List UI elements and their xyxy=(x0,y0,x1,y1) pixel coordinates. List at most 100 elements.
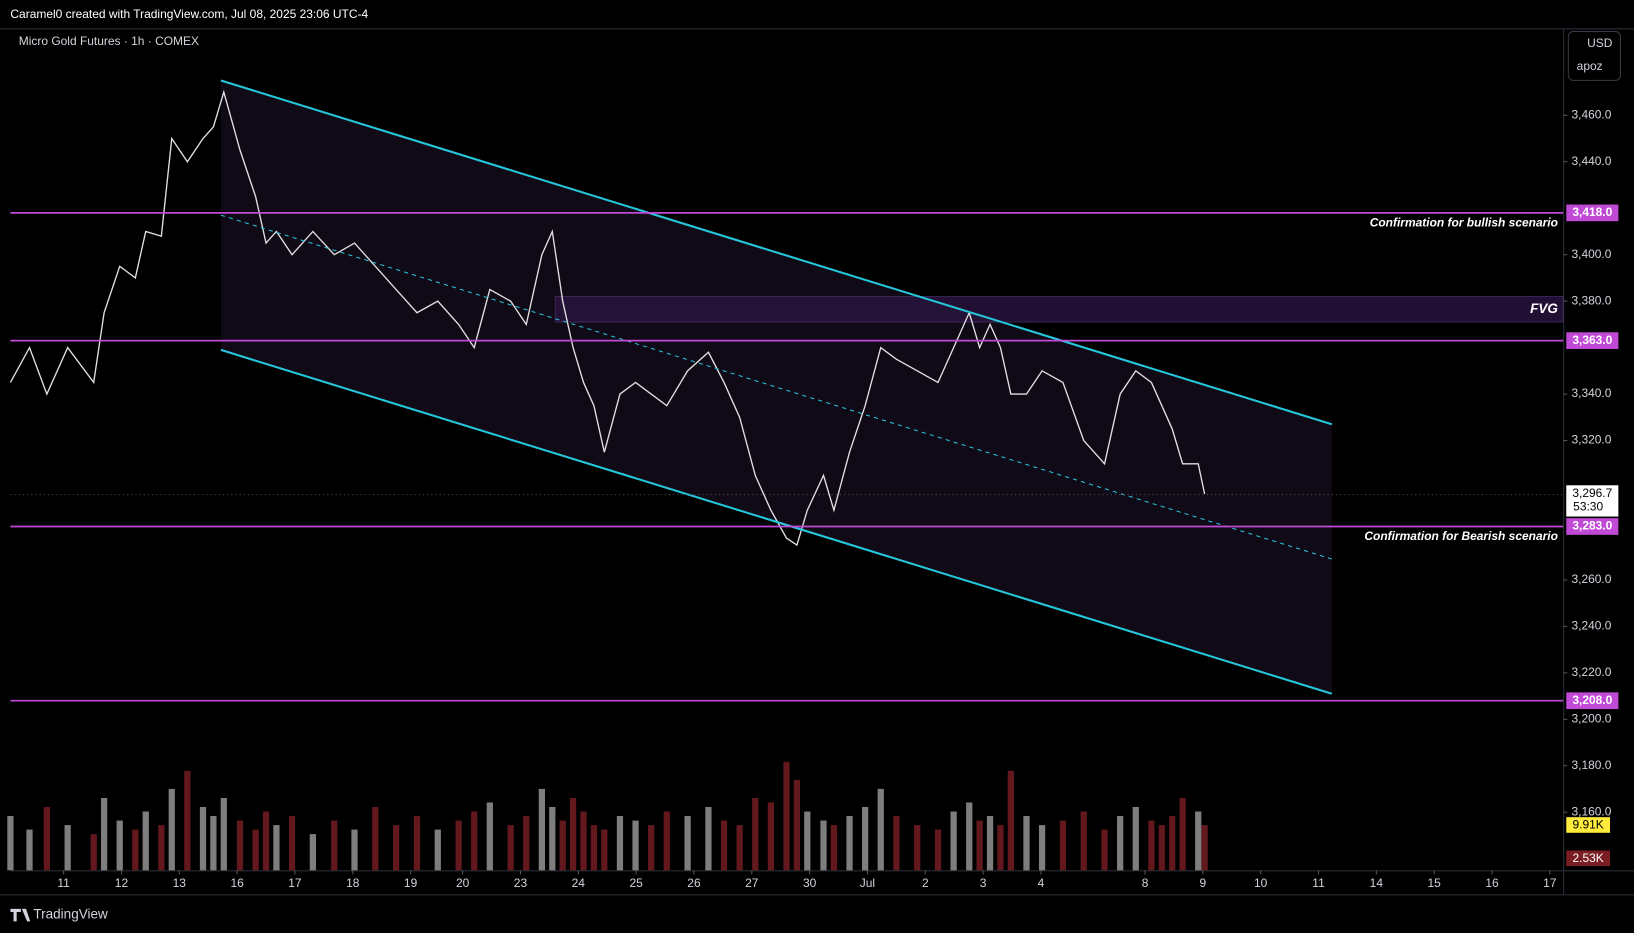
level-label: 3,283.0 xyxy=(1572,519,1612,533)
countdown: 53:30 xyxy=(1573,499,1603,513)
x-tick-label: 11 xyxy=(57,876,70,890)
y-tick-label: 3,440.0 xyxy=(1571,154,1611,168)
volume-bar xyxy=(132,829,139,871)
y-tick-label: 3,200.0 xyxy=(1571,711,1611,725)
volume-bar xyxy=(976,820,983,871)
last-price-bg xyxy=(1566,485,1619,517)
volume-bar xyxy=(538,788,545,871)
volume-bar xyxy=(820,820,827,871)
volume-label-bg xyxy=(1566,850,1611,867)
fvg-label: FVG xyxy=(1530,301,1558,316)
last-price-label: 3,296.7 xyxy=(1572,486,1612,500)
volume-bar xyxy=(549,806,556,871)
x-tick-label: Jul xyxy=(860,876,875,890)
level-label-bg xyxy=(1566,518,1619,535)
level-label: 3,208.0 xyxy=(1572,693,1612,707)
volume-bar xyxy=(116,820,123,871)
volume-label-bg xyxy=(1566,817,1611,833)
x-tick-label: 15 xyxy=(1428,876,1442,890)
volume-bar xyxy=(934,829,942,871)
volume-bar xyxy=(1038,825,1046,871)
volume-bar xyxy=(64,825,71,871)
volume-bar xyxy=(559,820,566,871)
footer-brand: TradingView xyxy=(33,907,108,922)
volume-bar xyxy=(273,825,280,871)
volume-bar xyxy=(252,829,259,871)
volume-bar xyxy=(26,829,33,871)
volume-bar xyxy=(1148,820,1155,871)
x-tick-label: 12 xyxy=(115,876,129,890)
volume-bar xyxy=(1059,820,1067,871)
x-tick-label: 30 xyxy=(803,876,817,890)
volume-bar xyxy=(804,811,811,871)
volume-bar xyxy=(288,816,296,871)
volume-bar xyxy=(168,788,175,871)
settings: apoz xyxy=(1577,59,1603,73)
volume-bar xyxy=(90,834,97,871)
x-tick-label: 14 xyxy=(1370,876,1384,890)
y-tick-label: 3,460.0 xyxy=(1571,107,1611,121)
price-line xyxy=(9,89,1206,547)
x-tick-label: 11 xyxy=(1312,876,1325,890)
volume-bar xyxy=(986,816,994,871)
volume-bar xyxy=(767,802,775,871)
level-note: Confirmation for bullish scenario xyxy=(1370,215,1558,229)
volume-bar xyxy=(616,816,624,871)
channel-lower xyxy=(220,348,1333,695)
volume-bar xyxy=(590,825,598,871)
volume-bar xyxy=(1101,829,1108,871)
volume-bar xyxy=(736,825,743,871)
volume-bar xyxy=(1169,816,1176,871)
volume-bar xyxy=(393,825,400,871)
x-tick-label: 20 xyxy=(456,876,470,890)
y-tick-label: 3,320.0 xyxy=(1571,433,1611,447)
volume-bar xyxy=(455,820,462,871)
volume-bar xyxy=(877,788,884,871)
x-tick-label: 26 xyxy=(687,876,701,890)
volume-bar xyxy=(705,806,712,871)
level-label-bg xyxy=(1566,692,1619,710)
fvg-zone xyxy=(554,296,1564,323)
currency: USD xyxy=(1587,36,1613,50)
volume-bar xyxy=(142,811,149,871)
credit: Caramel0 created with TradingView.com, J… xyxy=(10,7,368,21)
volume-bar xyxy=(648,825,655,871)
volume-bar xyxy=(434,829,441,871)
volume-bar xyxy=(351,829,358,871)
volume-bar xyxy=(862,806,869,871)
volume-bar xyxy=(1179,797,1186,871)
x-tick-label: 27 xyxy=(745,876,759,890)
volume-bar xyxy=(1195,811,1202,871)
volume-bar xyxy=(184,770,191,871)
volume-bar xyxy=(846,816,853,871)
x-tick-label: 25 xyxy=(629,876,643,890)
volume-bar xyxy=(1158,825,1165,871)
volume-bar xyxy=(199,806,207,871)
logo xyxy=(10,908,31,922)
level-label: 3,363.0 xyxy=(1572,333,1612,347)
level-label-bg xyxy=(1566,332,1619,349)
volume-bar xyxy=(684,816,691,871)
volume-bar xyxy=(1007,770,1014,871)
volume-bar xyxy=(413,816,421,871)
channel-fill xyxy=(220,80,1332,694)
volume-bar xyxy=(471,811,478,871)
x-tick-label: 4 xyxy=(1038,876,1045,890)
volume-bar xyxy=(1201,825,1208,871)
volume-bar xyxy=(523,816,530,871)
y-tick-label: 3,240.0 xyxy=(1571,619,1611,633)
volume-bar xyxy=(580,811,587,871)
y-tick-label: 3,220.0 xyxy=(1571,665,1611,679)
volume-bar xyxy=(43,806,50,871)
x-tick-label: 16 xyxy=(230,876,244,890)
currency-box[interactable] xyxy=(1567,30,1621,81)
volume-bar xyxy=(632,820,639,871)
volume-bar xyxy=(100,797,108,871)
volume-bar xyxy=(486,802,493,871)
x-tick-label: 2 xyxy=(922,876,929,890)
x-tick-label: 8 xyxy=(1142,876,1149,890)
volume-bar xyxy=(997,825,1004,871)
x-tick-label: 9 xyxy=(1200,876,1207,890)
volume-bar xyxy=(1132,806,1139,871)
